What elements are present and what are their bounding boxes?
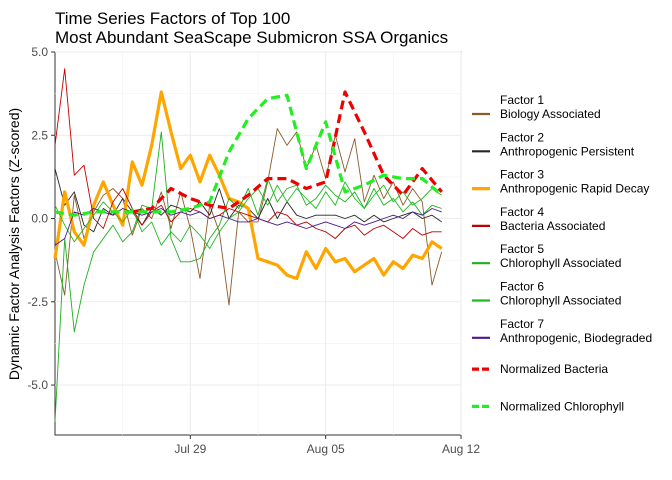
y-tick-label: 5.0 xyxy=(31,45,48,59)
legend-label-sub: Chlorophyll Associated xyxy=(500,256,621,270)
series-layer xyxy=(53,68,443,422)
legend-label: Normalized Bacteria xyxy=(500,362,608,376)
legend-label: Factor 1 xyxy=(500,93,544,107)
y-tick-label: -2.5 xyxy=(27,295,48,309)
y-tick-label: 0.0 xyxy=(31,212,48,226)
legend-label-sub: Anthropogenic Persistent xyxy=(500,144,635,158)
chart-title-line-1: Time Series Factors of Top 100 xyxy=(55,9,290,28)
legend-label-sub: Anthropogenic, Biodegraded xyxy=(500,331,652,345)
legend-label: Factor 2 xyxy=(500,130,544,144)
x-axis: Jul 29 Aug 05 Aug 12 xyxy=(174,435,480,456)
x-tick-label: Aug 12 xyxy=(442,442,480,456)
legend-label: Factor 5 xyxy=(500,242,544,256)
y-tick-label: -5.0 xyxy=(27,378,48,392)
legend-label: Factor 3 xyxy=(500,168,544,182)
factor-5-line xyxy=(54,131,442,422)
factor-7-line xyxy=(54,208,442,246)
x-tick-label: Jul 29 xyxy=(174,442,206,456)
legend-label: Factor 6 xyxy=(500,280,544,294)
y-axis: 5.0 2.5 0.0 -2.5 -5.0 xyxy=(27,45,55,392)
normalized-bacteria-line xyxy=(132,90,443,214)
legend-label-sub: Bacteria Associated xyxy=(500,219,605,233)
legend-label: Factor 4 xyxy=(500,205,544,219)
legend-label-sub: Biology Associated xyxy=(500,107,601,121)
y-tick-label: 2.5 xyxy=(31,128,48,142)
legend-label: Factor 7 xyxy=(500,317,544,331)
chart-title-line-2: Most Abundant SeaScape Submicron SSA Org… xyxy=(55,28,448,47)
factor-6-line xyxy=(54,181,442,249)
legend-label-sub: Anthropogenic Rapid Decay xyxy=(500,182,649,196)
legend-label-sub: Chlorophyll Associated xyxy=(500,294,621,308)
x-tick-label: Aug 05 xyxy=(307,442,345,456)
normalized-chlorophyll-line xyxy=(54,93,443,217)
legend-label: Normalized Chlorophyll xyxy=(500,399,624,413)
chart-title: Time Series Factors of Top 100 Most Abun… xyxy=(55,9,448,47)
y-axis-title: Dynamic Factor Analysis Factors (Z-score… xyxy=(6,108,22,380)
factor-4-line xyxy=(54,68,442,239)
